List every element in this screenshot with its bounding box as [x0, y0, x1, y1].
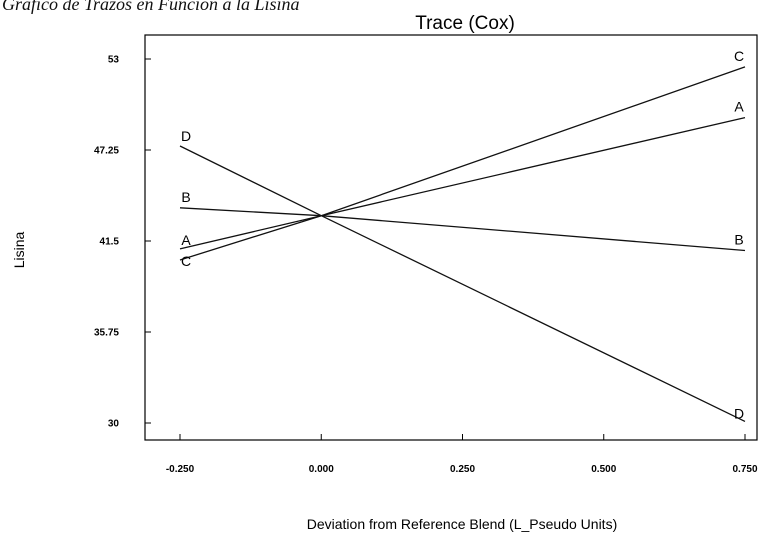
x-tick-label: 0.500 — [591, 464, 616, 475]
series-label-a-start: A — [181, 232, 191, 248]
y-tick-label: 35.75 — [94, 328, 119, 339]
x-tick-label: 0.750 — [732, 464, 757, 475]
series-lines — [179, 66, 746, 422]
series-label-b-end: B — [734, 231, 743, 247]
series-line-d — [179, 145, 746, 422]
plot-frame — [144, 34, 758, 441]
x-tick-label: -0.250 — [166, 464, 195, 475]
series-label-c-end: C — [734, 48, 744, 64]
y-tick-label: 41.5 — [100, 237, 120, 248]
series-line-a — [179, 116, 746, 250]
series-label-d-end: D — [734, 405, 744, 421]
y-tick-label: 47.25 — [94, 146, 119, 157]
chart-title: Trace (Cox) — [415, 13, 515, 34]
x-tick-label: 0.000 — [309, 464, 334, 475]
series-label-d-start: D — [181, 128, 191, 144]
y-tick-label: 53 — [108, 55, 120, 66]
x-axis: -0.250 0.000 0.250 0.500 0.750 — [166, 434, 758, 475]
x-axis-title: Deviation from Reference Blend (L_Pseudo… — [307, 516, 618, 532]
series-line-c — [179, 66, 746, 261]
series-label-a-end: A — [734, 99, 744, 115]
y-tick-label: 30 — [108, 419, 120, 430]
y-axis-title: Lisina — [11, 232, 27, 269]
y-axis: 30 35.75 41.5 47.25 53 — [94, 55, 151, 430]
document-caption: Gráfico de Trazos en Función a la Lisina — [2, 0, 300, 14]
x-tick-label: 0.250 — [450, 464, 475, 475]
series-labels: A A B B C C D D — [181, 48, 744, 422]
series-label-c-start: C — [181, 253, 191, 269]
series-label-b-start: B — [181, 189, 190, 205]
